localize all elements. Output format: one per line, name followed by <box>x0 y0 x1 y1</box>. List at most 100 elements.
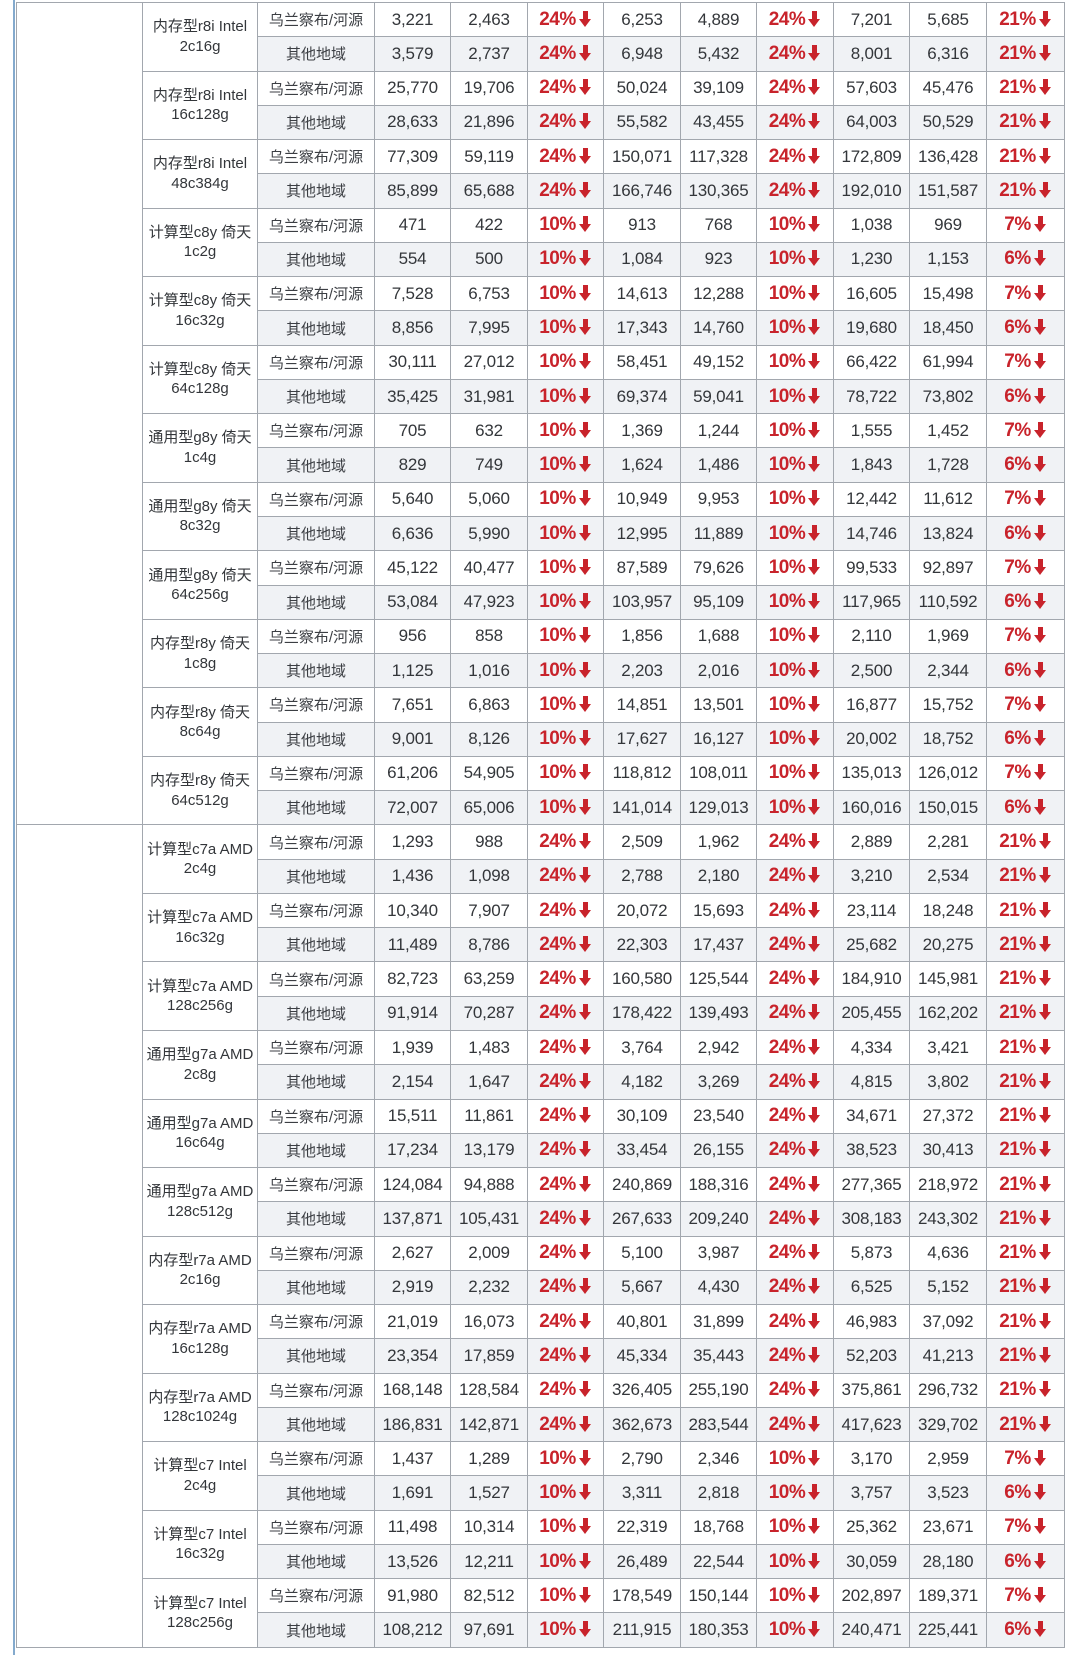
instance-type-line: 计算型c7a AMD <box>147 977 253 995</box>
price-cell: 7,201 <box>833 1 910 38</box>
price-cell: 956 <box>374 618 451 655</box>
region-cell: 乌兰察布/河源 <box>257 1235 375 1271</box>
price-cell: 15,752 <box>909 687 987 723</box>
price-cell: 1,369 <box>603 413 681 449</box>
price-cell: 19,706 <box>450 70 528 106</box>
price-cell: 375,861 <box>833 1372 910 1408</box>
discount-value: 10% <box>539 248 576 270</box>
down-arrow-icon <box>578 970 592 987</box>
discount-value: 10% <box>539 796 576 818</box>
price-cell: 1,437 <box>374 1441 451 1477</box>
discount-cell: 21% <box>986 1 1065 38</box>
down-arrow-icon <box>808 1346 821 1363</box>
down-arrow-icon <box>1033 1484 1047 1501</box>
discount-value: 10% <box>768 659 806 681</box>
region-cell: 其他地域 <box>257 1475 375 1511</box>
table-row: 其他地域 8,856 7,995 10% 17,343 14,760 10% 19,680 18… <box>17 310 1065 346</box>
discount-cell: 24% <box>756 1167 834 1203</box>
discount-value: 10% <box>768 1584 806 1606</box>
discount-value: 10% <box>768 317 806 339</box>
table-row: 通用型g8y 倚天 1c4g 乌兰察布/河源 705 632 10% 1,369 1,244 1… <box>17 413 1065 483</box>
down-arrow-icon <box>578 387 592 404</box>
price-cell: 73,802 <box>909 378 987 415</box>
price-cell: 2,534 <box>909 858 987 894</box>
discount-value: 21% <box>999 145 1036 167</box>
discount-cell: 10% <box>756 618 834 655</box>
discount-cell: 6% <box>986 447 1065 483</box>
down-arrow-icon <box>1033 1518 1047 1535</box>
discount-cell: 6% <box>986 1543 1065 1580</box>
table-row: 计算型c8y 倚天 1c2g 乌兰察布/河源 471 422 10% 913 768 10% 1,… <box>17 207 1065 278</box>
price-cell: 136,428 <box>909 139 987 175</box>
discount-cell: 10% <box>756 1578 834 1614</box>
price-cell: 225,441 <box>909 1612 987 1648</box>
discount-value: 24% <box>768 145 806 167</box>
price-cell: 94,888 <box>450 1167 528 1203</box>
discount-cell: 6% <box>986 378 1065 415</box>
discount-value: 7% <box>1004 693 1031 715</box>
discount-value: 21% <box>999 865 1036 887</box>
down-arrow-icon <box>808 1038 821 1055</box>
price-cell: 8,786 <box>450 927 528 963</box>
region-cell: 其他地域 <box>257 1269 375 1306</box>
price-cell: 45,122 <box>374 550 451 586</box>
price-cell: 16,877 <box>833 687 910 723</box>
price-cell: 3,421 <box>909 1029 987 1066</box>
discount-value: 10% <box>539 1447 576 1469</box>
discount-value: 10% <box>768 1550 806 1572</box>
down-arrow-icon <box>578 353 592 370</box>
price-cell: 969 <box>909 207 987 243</box>
down-arrow-icon <box>1033 593 1047 610</box>
instance-type-line: 64c512g <box>171 791 229 809</box>
discount-value: 10% <box>768 1447 806 1469</box>
discount-cell: 10% <box>527 790 604 826</box>
discount-value: 24% <box>539 1036 576 1058</box>
down-arrow-icon <box>578 79 592 96</box>
discount-value: 10% <box>768 796 806 818</box>
discount-value: 24% <box>768 899 806 921</box>
discount-value: 6% <box>1004 317 1031 339</box>
price-cell: 3,523 <box>909 1475 987 1511</box>
discount-cell: 24% <box>527 1132 604 1169</box>
region-cell: 其他地域 <box>257 995 375 1031</box>
discount-cell: 7% <box>986 550 1065 586</box>
discount-value: 24% <box>539 179 576 201</box>
instance-type-cell: 内存型r7a AMD 128c1024g <box>142 1372 258 1443</box>
discount-cell: 21% <box>986 139 1065 175</box>
down-arrow-icon <box>808 1621 821 1638</box>
price-cell: 65,688 <box>450 173 528 209</box>
discount-value: 6% <box>1004 796 1031 818</box>
discount-value: 21% <box>999 1310 1036 1332</box>
down-arrow-icon <box>1033 353 1047 370</box>
discount-value: 21% <box>999 111 1036 133</box>
price-cell: 2,463 <box>450 1 528 38</box>
region-cell: 其他地域 <box>257 1612 375 1648</box>
discount-cell: 24% <box>527 1304 604 1340</box>
price-cell: 11,489 <box>374 927 451 963</box>
table-row: 其他地域 23,354 17,859 24% 45,334 35,443 24% 52,203… <box>17 1338 1065 1374</box>
discount-value: 24% <box>768 1276 806 1298</box>
discount-cell: 10% <box>756 687 834 723</box>
price-cell: 14,613 <box>603 276 681 312</box>
discount-cell: 10% <box>527 1509 604 1545</box>
down-arrow-icon <box>1033 1621 1047 1638</box>
price-cell: 85,899 <box>374 173 451 209</box>
down-arrow-icon <box>808 216 821 233</box>
discount-cell: 24% <box>527 927 604 963</box>
discount-value: 24% <box>539 1173 576 1195</box>
instance-type-line: 16c32g <box>175 928 225 946</box>
discount-value: 10% <box>768 728 806 750</box>
down-arrow-icon <box>1038 1004 1052 1021</box>
price-cell: 21,019 <box>374 1304 451 1340</box>
down-arrow-icon <box>808 970 821 987</box>
down-arrow-icon <box>808 44 821 61</box>
discount-cell: 10% <box>756 1509 834 1545</box>
discount-value: 21% <box>999 899 1036 921</box>
region-cell: 乌兰察布/河源 <box>257 1372 375 1408</box>
discount-cell: 10% <box>756 755 834 792</box>
down-arrow-icon <box>1038 901 1052 918</box>
instance-type-line: 内存型r8i Intel <box>152 18 248 36</box>
region-cell: 乌兰察布/河源 <box>257 413 375 449</box>
discount-cell: 10% <box>527 653 604 689</box>
table-row: 其他地域 1,691 1,527 10% 3,311 2,818 10% 3,757 3,523… <box>17 1475 1065 1511</box>
